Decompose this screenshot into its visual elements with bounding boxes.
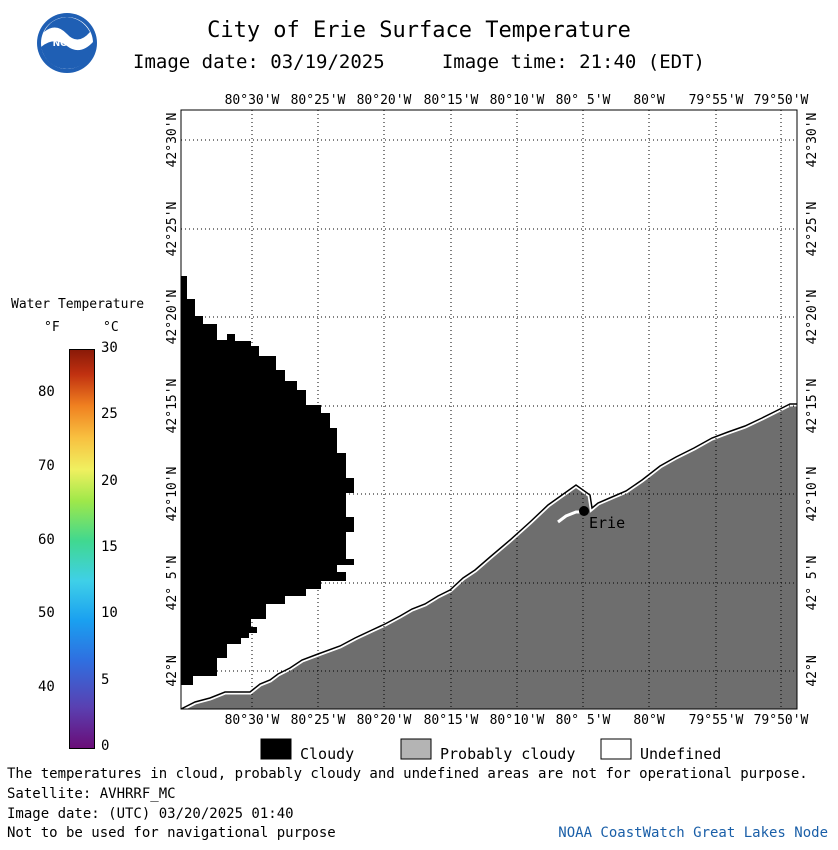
latitude-label: 42° 5'N: [165, 556, 180, 611]
longitude-label: 80°10'W: [490, 93, 545, 108]
legend-swatch: [600, 738, 632, 760]
longitude-label: 79°50'W: [754, 713, 809, 728]
longitude-label: 80°30'W: [225, 93, 280, 108]
erie-label: Erie: [589, 514, 625, 532]
logo-text: NOAA: [53, 39, 82, 49]
latitude-label: 42°N: [805, 655, 820, 686]
longitude-label: 80°15'W: [424, 93, 479, 108]
latitude-label: 42°25'N: [805, 202, 820, 257]
temperature-colorbar: [69, 349, 95, 749]
map-frame: [180, 109, 798, 710]
celsius-tick: 10: [101, 605, 118, 622]
latitude-label: 42°N: [165, 655, 180, 686]
legend-label: Probably cloudy: [440, 745, 575, 763]
longitude-label: 80°10'W: [490, 713, 545, 728]
latitude-labels: 42°30'N 42°30'N 42°25'N 42°25'N 42°20'N 42°20…: [165, 113, 820, 687]
fahrenheit-tick: 70: [38, 457, 55, 474]
latitude-label: 42°20'N: [805, 290, 820, 345]
latitude-label: 42°20'N: [165, 290, 180, 345]
graticule: [181, 110, 797, 709]
noaa-logo: NOAA: [37, 13, 97, 73]
image-date-time: Image date: 03/19/2025 Image time: 21:40…: [133, 51, 705, 73]
fahrenheit-tick: 60: [38, 531, 55, 548]
legend-swatch: [260, 738, 292, 760]
utc-date: Image date: (UTC) 03/20/2025 01:40: [7, 806, 294, 822]
unit-celsius: °C: [103, 320, 119, 335]
latitude-label: 42°25'N: [165, 202, 180, 257]
colorbar-title: Water Temperature: [11, 297, 145, 312]
latitude-label: 42° 5'N: [805, 556, 820, 611]
fahrenheit-tick: 50: [38, 605, 55, 622]
longitude-label: 80°W: [633, 713, 664, 728]
latitude-label: 42°15'N: [805, 379, 820, 434]
celsius-tick: 15: [101, 539, 118, 555]
longitude-label: 80°25'W: [291, 713, 346, 728]
erie-city-marker: [579, 506, 589, 516]
longitude-label: 80°30'W: [225, 713, 280, 728]
celsius-tick: 20: [101, 472, 118, 489]
latitude-label: 42°30'N: [165, 113, 180, 168]
longitude-label: 80° 5'W: [556, 93, 611, 108]
longitude-label: 80°W: [633, 93, 664, 108]
longitude-label: 79°55'W: [689, 93, 744, 108]
cloud-area: [181, 276, 354, 685]
longitude-label: 80° 5'W: [556, 713, 611, 728]
longitude-label: 80°20'W: [357, 93, 412, 108]
celsius-tick: 5: [101, 671, 110, 688]
latitude-label: 42°10'N: [165, 467, 180, 522]
celsius-tick: 25: [101, 406, 118, 423]
celsius-tick: 30: [101, 340, 118, 356]
legend-label: Cloudy: [300, 745, 354, 763]
longitude-label: 79°50'W: [754, 93, 809, 108]
satellite-info: Satellite: AVHRRF_MC: [7, 786, 176, 802]
legend-label: Undefined: [640, 745, 721, 763]
legend-swatch: [400, 738, 432, 760]
footer-note: The temperatures in cloud, probably clou…: [7, 766, 808, 782]
longitude-label: 80°20'W: [357, 713, 412, 728]
longitude-labels: 80°30'W 80°30'W 80°25'W 80°25'W 80°20'W 80°20…: [225, 93, 809, 728]
latitude-label: 42°15'N: [165, 379, 180, 434]
fahrenheit-tick: 80: [38, 384, 55, 401]
latitude-label: 42°30'N: [805, 113, 820, 168]
longitude-label: 80°25'W: [291, 93, 346, 108]
credit-link[interactable]: NOAA CoastWatch Great Lakes Node: [558, 825, 828, 841]
navigation-warning: Not to be used for navigational purpose: [7, 825, 336, 841]
unit-fahrenheit: °F: [44, 320, 60, 335]
longitude-label: 80°15'W: [424, 713, 479, 728]
fahrenheit-tick: 40: [38, 679, 55, 696]
latitude-label: 42°10'N: [805, 467, 820, 522]
page-title: City of Erie Surface Temperature: [207, 18, 631, 43]
celsius-tick: 0: [101, 738, 110, 754]
shoreline: [180, 403, 797, 710]
legend-key: Cloudy Probably cloudy Undefined: [260, 738, 721, 763]
longitude-label: 79°55'W: [689, 713, 744, 728]
